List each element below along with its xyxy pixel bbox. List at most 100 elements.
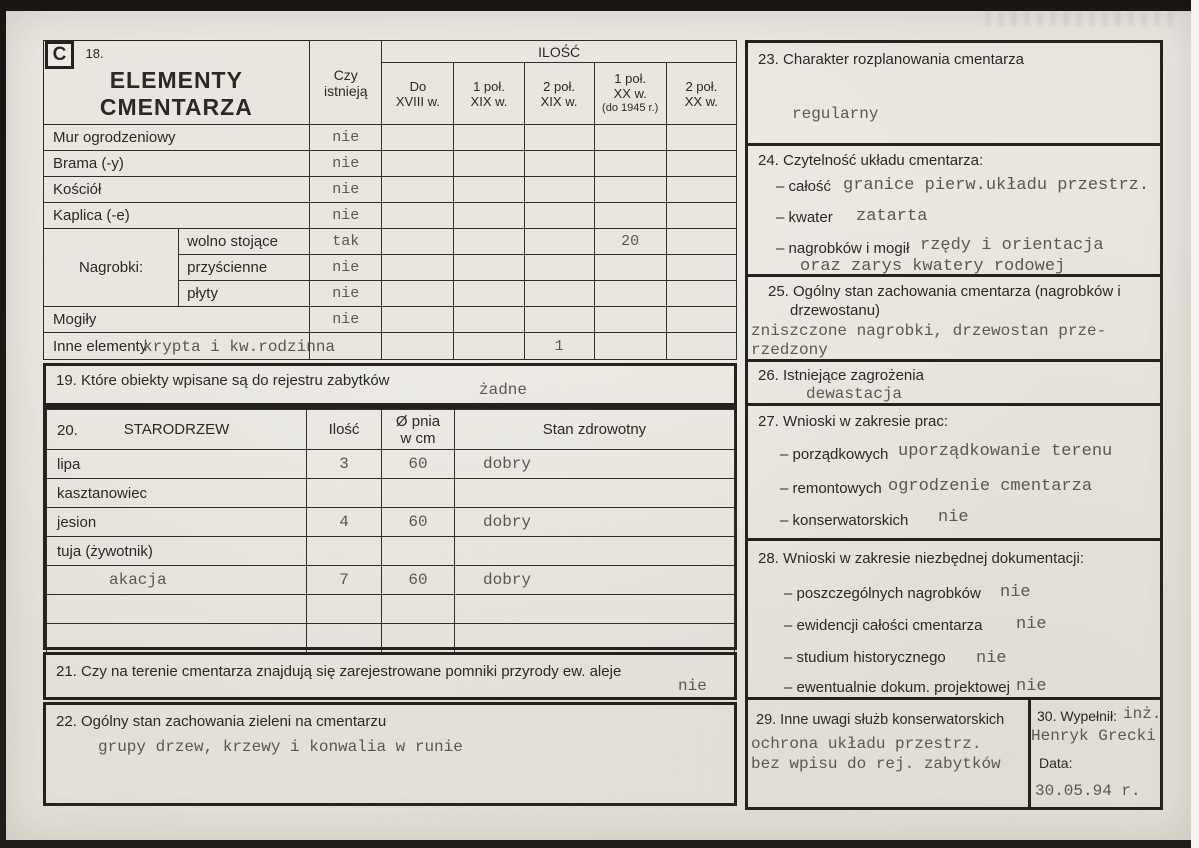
period-cell <box>523 150 595 177</box>
row-sublabel: płyty <box>178 280 311 307</box>
section-letter-c: C <box>45 41 74 69</box>
column-header-period-4: 1 poł.XX w.(do 1945 r.) <box>593 62 667 125</box>
tree-health <box>454 478 735 508</box>
column-header-ilosc: Ilość <box>306 409 382 450</box>
tree-name <box>46 594 307 624</box>
period-cell: 1 <box>523 332 595 360</box>
row-label-inne-elementy: Inne elementy krypta i kw.rodzinna <box>42 332 335 360</box>
period-cell <box>523 202 595 229</box>
row-exists-value: nie <box>309 254 383 281</box>
tree-name: tuja (żywotnik) <box>46 536 307 566</box>
tree-qty <box>306 478 382 508</box>
period-cell <box>523 124 595 151</box>
row-label: Mogiły <box>42 306 311 333</box>
field-27-label: 27. Wnioski w zakresie prac: <box>758 413 949 430</box>
row-exists-value: nie <box>309 124 383 151</box>
period-cell <box>665 202 738 229</box>
period-cell <box>523 228 595 255</box>
period-cell <box>593 280 667 307</box>
field-25-box: 25. Ogólny stan zachowania cmentarza (na… <box>745 274 1163 362</box>
field-28-item-value: nie <box>976 649 1007 668</box>
table-row: Kaplica (-e) nie <box>42 202 738 229</box>
field-23-label: 23. Charakter rozplanowania cmentarza <box>758 51 1024 68</box>
period-cell <box>665 124 738 151</box>
period-cell <box>523 176 595 203</box>
table-row <box>46 623 735 653</box>
row-label: Brama (-y) <box>42 150 311 177</box>
field-26-box: 26. Istniejące zagrożenia dewastacja <box>745 359 1163 406</box>
field-18-overlay: 18. ELEMENTY CMENTARZA Czy istnieją ILOŚ… <box>42 40 738 360</box>
field-24-item-value: zatarta <box>856 207 928 226</box>
field-24-item-value-line2: oraz zarys kwatery rodowej <box>800 257 1066 277</box>
field-26-value: dewastacja <box>806 385 903 403</box>
field-29-label: 29. Inne uwagi służb konserwatorskich <box>756 712 1005 728</box>
typed-value-inne-elementy: krypta i kw.rodzinna <box>143 338 336 356</box>
field-24-box: 24. Czytelność układu cmentarza: – całoś… <box>745 143 1163 277</box>
period-cell <box>593 150 667 177</box>
field-30-typed-prefix: inż. <box>1123 705 1162 723</box>
field-27-item-label: – konserwatorskich <box>780 512 909 529</box>
period-cell <box>381 124 455 151</box>
period-cell <box>665 150 738 177</box>
field-24-label: 24. Czytelność układu cmentarza: <box>758 152 984 169</box>
tree-diameter <box>381 623 455 653</box>
field-30-label: 30. Wypełnił: <box>1037 708 1118 724</box>
field-28-item-value: nie <box>1016 677 1047 696</box>
table-row: Inne elementy krypta i kw.rodzinna 1 <box>42 332 738 360</box>
field-24-item-label: – całość <box>776 178 832 195</box>
table-row: tuja (żywotnik) <box>46 536 735 566</box>
column-header-period-5: 2 poł. XX w. <box>665 62 738 125</box>
field-27-item-label: – remontowych <box>780 480 882 497</box>
row-exists-value: nie <box>309 202 383 229</box>
field-22-box: 22. Ogólny stan zachowania zieleni na cm… <box>43 702 737 806</box>
period-cell <box>665 254 738 281</box>
tree-diameter <box>381 594 455 624</box>
row-exists-value: tak <box>309 228 383 255</box>
table-row: Mogiły nie <box>42 306 738 333</box>
period-cell <box>453 176 525 203</box>
period-cell <box>453 228 525 255</box>
tree-name <box>46 623 307 653</box>
tree-diameter: 60 <box>381 507 455 537</box>
period-cell <box>381 228 455 255</box>
field-28-item-label: – ewentualnie dokum. projektowej <box>784 679 1010 696</box>
field-28-item-value: nie <box>1016 615 1047 634</box>
field-28-item-value: nie <box>1000 583 1031 602</box>
tree-diameter: 60 <box>381 449 455 479</box>
field-30-date: 30.05.94 r. <box>1035 782 1141 800</box>
period-cell <box>453 332 525 360</box>
table-row <box>46 594 735 624</box>
table-row: lipa 3 60 dobry <box>46 449 735 479</box>
row-exists-value: nie <box>309 176 383 203</box>
column-header-period-3: 2 poł.XIX w. <box>523 62 595 125</box>
field-28-box: 28. Wnioski w zakresie niezbędnej dokume… <box>745 538 1163 700</box>
field-27-item-value: uporządkowanie terenu <box>898 442 1113 461</box>
tree-qty <box>306 536 382 566</box>
tree-health: dobry <box>454 507 735 537</box>
row-sublabel: przyścienne <box>178 254 311 281</box>
tree-diameter <box>381 536 455 566</box>
period-cell <box>381 202 455 229</box>
row-sublabel: wolno stojące <box>178 228 311 255</box>
period-cell <box>665 176 738 203</box>
field-30-date-label: Data: <box>1039 755 1073 771</box>
field-18-title: ELEMENTY CMENTARZA <box>99 67 253 121</box>
faint-stamp-smudge <box>985 10 1175 26</box>
field-22-label: 22. Ogólny stan zachowania zieleni na cm… <box>56 713 387 730</box>
table-row: przyścienne nie <box>44 254 738 281</box>
row-exists-value: nie <box>309 280 383 307</box>
tree-qty: 4 <box>306 507 382 537</box>
row-label: Kościół <box>42 176 311 203</box>
period-cell <box>523 254 595 281</box>
column-header-period-2: 1 poł.XIX w. <box>453 62 525 125</box>
period-cell <box>453 124 525 151</box>
field-29-box: 29. Inne uwagi służb konserwatorskich oc… <box>745 697 1031 810</box>
tree-health <box>454 623 735 653</box>
period-cell <box>665 306 738 333</box>
period-cell <box>453 202 525 229</box>
field-30-box: 30. Wypełnił: inż. Henryk Grecki Data: 3… <box>1028 697 1163 810</box>
field-24-item-value: granice pierw.układu przestrz. <box>843 176 1150 195</box>
field-20-title-cell: 20. STARODRZEW <box>46 409 307 450</box>
field-20-number: 20. <box>57 422 78 439</box>
field-26-label: 26. Istniejące zagrożenia <box>758 367 924 384</box>
